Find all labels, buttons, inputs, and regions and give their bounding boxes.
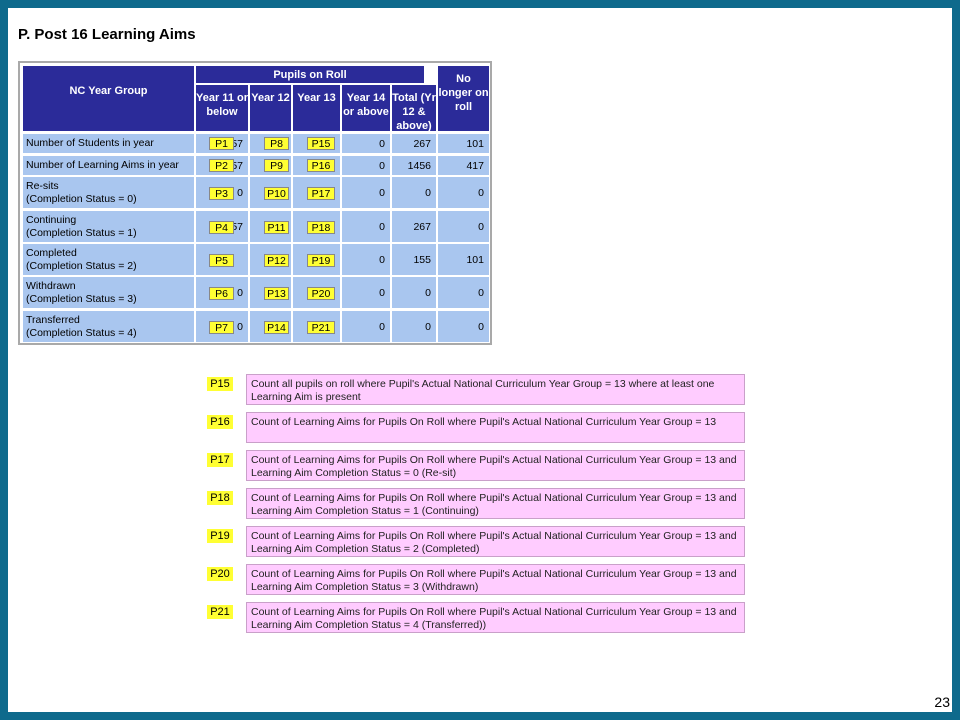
cell-tag: P19: [307, 254, 335, 267]
definition-tag: P16: [207, 415, 233, 429]
cell-tag: P8: [264, 137, 289, 150]
row-label-line1: Transferred: [26, 313, 80, 326]
learning-aims-table: NC Year Group Pupils on Roll Year 11 or …: [18, 61, 492, 345]
table-cell: 155: [392, 244, 436, 275]
table-cell: 0: [342, 277, 390, 308]
row-label-line2: (Completion Status = 1): [26, 226, 137, 239]
definition-text: Count all pupils on roll where Pupil's A…: [246, 374, 745, 405]
row-label-line2: (Completion Status = 4): [26, 326, 137, 339]
cell-tag: P12: [264, 254, 289, 267]
page-title: P. Post 16 Learning Aims: [18, 26, 196, 43]
table-cell: 0: [342, 244, 390, 275]
cell-tag: P6: [209, 287, 234, 300]
row-label: Continuing (Completion Status = 1): [23, 211, 194, 242]
cell-tag: P18: [307, 221, 335, 234]
row-label: Number of Learning Aims in year: [23, 156, 194, 175]
definition-text: Count of Learning Aims for Pupils On Rol…: [246, 488, 745, 519]
table-cell: 0: [438, 277, 489, 308]
table-cell: 101: [438, 134, 489, 153]
cell-tag: P20: [307, 287, 335, 300]
header-nc-year-group: NC Year Group: [23, 66, 194, 131]
cell-tag: P9: [264, 159, 289, 172]
row-label: Withdrawn (Completion Status = 3): [23, 277, 194, 308]
table-cell: 0: [438, 211, 489, 242]
cell-tag: P15: [307, 137, 335, 150]
cell-tag: P13: [264, 287, 289, 300]
table-cell: 0: [342, 134, 390, 153]
definition-text: Count of Learning Aims for Pupils On Rol…: [246, 564, 745, 595]
table-cell: 0: [438, 311, 489, 342]
table-cell: 0: [342, 177, 390, 208]
table-cell: 0: [392, 177, 436, 208]
definition-tag: P18: [207, 491, 233, 505]
definition-tag: P19: [207, 529, 233, 543]
definition-tag: P17: [207, 453, 233, 467]
row-label-line2: (Completion Status = 0): [26, 192, 137, 205]
table-cell: 0: [392, 277, 436, 308]
table-cell: 1456: [392, 156, 436, 175]
definition-text: Count of Learning Aims for Pupils On Rol…: [246, 412, 745, 443]
definition-tag: P15: [207, 377, 233, 391]
table-cell: 267: [392, 134, 436, 153]
cell-tag: P1: [209, 137, 234, 150]
cell-tag: P2: [209, 159, 234, 172]
row-label-line1: Number of Learning Aims in year: [26, 159, 179, 171]
row-label-line2: (Completion Status = 2): [26, 259, 137, 272]
definition-text: Count of Learning Aims for Pupils On Rol…: [246, 602, 745, 633]
table-cell: 0: [438, 177, 489, 208]
table-cell: 101: [438, 244, 489, 275]
cell-tag: P16: [307, 159, 335, 172]
header-no-longer-on-roll: No longer on roll: [438, 66, 489, 131]
cell-tag: P17: [307, 187, 335, 200]
row-label-line1: Continuing: [26, 213, 77, 226]
cell-tag: P4: [209, 221, 234, 234]
cell-tag: P7: [209, 321, 234, 334]
cell-tag: P21: [307, 321, 335, 334]
table-cell: 0: [342, 211, 390, 242]
header-year-11: Year 11 or below: [196, 85, 248, 131]
cell-tag: P5: [209, 254, 234, 267]
definition-tag: P21: [207, 605, 233, 619]
row-label: Transferred (Completion Status = 4): [23, 311, 194, 342]
table-cell: 0: [392, 311, 436, 342]
row-label: Completed (Completion Status = 2): [23, 244, 194, 275]
row-label-line1: Completed: [26, 246, 77, 259]
cell-tag: P10: [264, 187, 289, 200]
row-label-line1: Re-sits: [26, 179, 59, 192]
table-cell: 267: [392, 211, 436, 242]
cell-tag: P3: [209, 187, 234, 200]
row-label-line1: Number of Students in year: [26, 137, 154, 149]
cell-tag: P11: [264, 221, 289, 234]
header-total: Total (Yr 12 & above): [392, 85, 436, 132]
definition-tag: P20: [207, 567, 233, 581]
table-cell: 0: [342, 311, 390, 342]
header-year-14: Year 14 or above: [342, 85, 390, 131]
header-year-13: Year 13: [293, 85, 340, 131]
row-label-line1: Withdrawn: [26, 279, 76, 292]
header-pupils-on-roll: Pupils on Roll: [196, 66, 424, 83]
definition-text: Count of Learning Aims for Pupils On Rol…: [246, 450, 745, 481]
table-cell: 417: [438, 156, 489, 175]
table-cell: 0: [342, 156, 390, 175]
row-label: Number of Students in year: [23, 134, 194, 153]
row-label: Re-sits (Completion Status = 0): [23, 177, 194, 208]
cell-tag: P14: [264, 321, 289, 334]
header-year-12: Year 12: [250, 85, 291, 131]
definition-text: Count of Learning Aims for Pupils On Rol…: [246, 526, 745, 557]
row-label-line2: (Completion Status = 3): [26, 292, 137, 305]
table-cell: 57: [196, 211, 248, 242]
page-number: 23: [934, 694, 950, 710]
